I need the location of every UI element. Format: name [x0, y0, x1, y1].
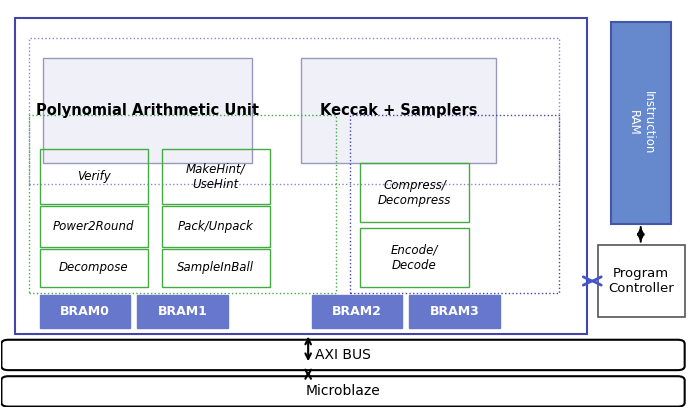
Text: Encode/
Decode: Encode/ Decode [391, 244, 438, 272]
FancyBboxPatch shape [612, 22, 671, 224]
Text: Pack/Unpack: Pack/Unpack [178, 220, 253, 233]
FancyBboxPatch shape [40, 295, 130, 328]
Text: Program
Controller: Program Controller [608, 267, 674, 295]
FancyBboxPatch shape [410, 295, 500, 328]
Text: SampleInBall: SampleInBall [177, 261, 254, 274]
Text: Compress/
Decompress: Compress/ Decompress [378, 179, 452, 207]
FancyBboxPatch shape [598, 244, 685, 317]
Text: BRAM3: BRAM3 [430, 305, 480, 318]
Text: Keccak + Samplers: Keccak + Samplers [320, 103, 477, 118]
Text: BRAM0: BRAM0 [60, 305, 110, 318]
Text: Instruction
RAM: Instruction RAM [627, 91, 655, 155]
Text: Microblaze: Microblaze [306, 384, 380, 399]
Text: AXI BUS: AXI BUS [315, 348, 371, 362]
FancyBboxPatch shape [1, 340, 685, 370]
Text: BRAM2: BRAM2 [332, 305, 382, 318]
Text: MakeHint/
UseHint: MakeHint/ UseHint [186, 163, 246, 191]
Text: Verify: Verify [77, 170, 111, 183]
Text: Power2Round: Power2Round [53, 220, 134, 233]
FancyBboxPatch shape [137, 295, 228, 328]
Text: Polynomial Arithmetic Unit: Polynomial Arithmetic Unit [36, 103, 259, 118]
FancyBboxPatch shape [312, 295, 402, 328]
Text: BRAM1: BRAM1 [158, 305, 208, 318]
FancyBboxPatch shape [43, 58, 253, 164]
FancyBboxPatch shape [301, 58, 496, 164]
Text: Decompose: Decompose [59, 261, 129, 274]
FancyBboxPatch shape [1, 376, 685, 407]
